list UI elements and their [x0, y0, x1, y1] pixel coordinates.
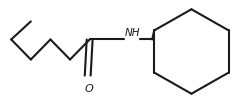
Text: NH: NH	[125, 28, 140, 38]
Text: O: O	[84, 84, 93, 94]
